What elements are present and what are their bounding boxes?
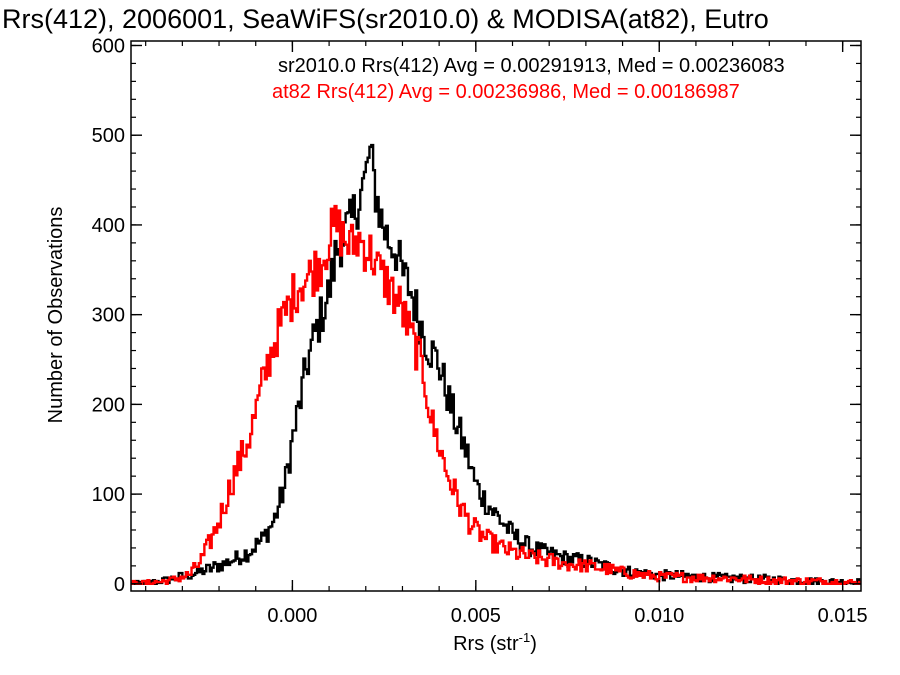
legend-entry-sr2010: sr2010.0 Rrs(412) Avg = 0.00291913, Med … [278, 55, 785, 77]
series-layer [131, 143, 861, 586]
y-tick-label: 200 [92, 394, 125, 416]
legend-entry-at82: at82 Rrs(412) Avg = 0.00236986, Med = 0.… [272, 81, 740, 103]
y-tick-label: 100 [92, 484, 125, 506]
histogram-series-at82 [131, 204, 861, 586]
x-axis-label-main: Rrs (str [453, 633, 519, 655]
x-axis-label-close: ) [530, 633, 537, 655]
y-axis-label: Number of Observations [45, 207, 67, 424]
y-tick-label: 400 [92, 215, 125, 237]
chart-title: Rrs(412), 2006001, SeaWiFS(sr2010.0) & M… [2, 4, 769, 34]
x-axis-label: Rrs (str-1) [453, 630, 537, 655]
y-tick-label: 0 [114, 574, 125, 596]
plot-frame [130, 40, 862, 592]
y-tick-label: 500 [92, 125, 125, 147]
x-axis-label-superscript: -1 [519, 630, 531, 645]
y-tick-label: 600 [92, 35, 125, 57]
y-tick-label: 300 [92, 305, 125, 327]
plot-area: 0.000 0.005 0.010 0.015 0 100 200 300 400 500 600 [92, 35, 868, 627]
x-tick-label: 0.015 [818, 605, 868, 627]
histogram-series-sr2010 [131, 143, 861, 586]
x-tick-label: 0.010 [634, 605, 684, 627]
x-tick-label: 0.005 [451, 605, 501, 627]
axes-layer: 0.000 0.005 0.010 0.015 0 100 200 300 400 500 600 [92, 35, 868, 627]
x-tick-label: 0.000 [267, 605, 317, 627]
